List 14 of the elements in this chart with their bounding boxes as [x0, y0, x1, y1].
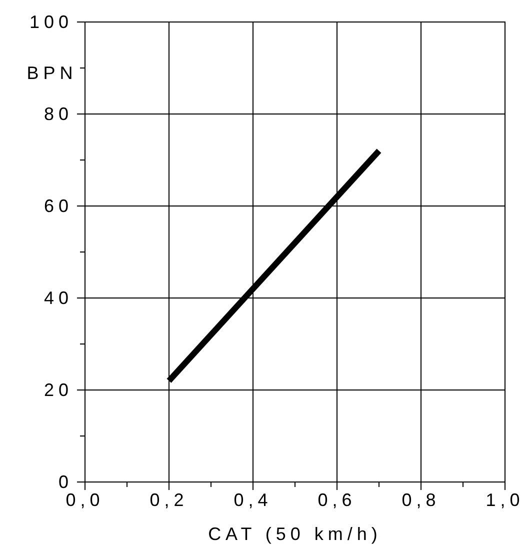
x-tick-label: 0,6: [318, 490, 356, 510]
y-tick-label: 60: [44, 196, 73, 216]
y-tick-label: 40: [44, 288, 73, 308]
x-tick-label: 0,4: [234, 490, 272, 510]
x-tick-label: 1,0: [486, 490, 524, 510]
y-axis-title: BPN: [26, 63, 78, 83]
x-tick-label: 0,0: [66, 490, 104, 510]
y-tick-label: 100: [29, 12, 73, 32]
y-tick-label: 0: [58, 472, 73, 492]
y-tick-label: 20: [44, 380, 73, 400]
x-tick-label: 0,2: [150, 490, 188, 510]
x-axis-title: CAT (50 km/h): [208, 524, 382, 544]
y-tick-label: 80: [44, 104, 73, 124]
x-tick-label: 0,8: [402, 490, 440, 510]
